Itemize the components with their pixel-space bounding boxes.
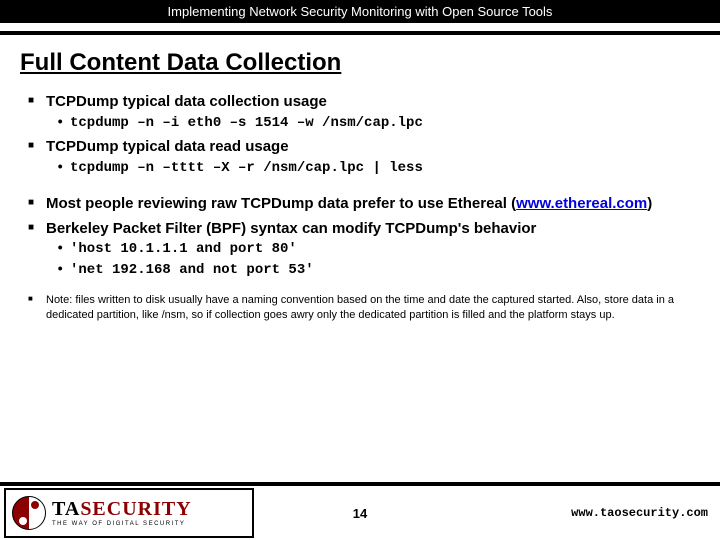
yin-yang-icon <box>12 496 46 530</box>
code-tcpdump-write: tcpdump –n –i eth0 –s 1514 –w /nsm/cap.l… <box>28 114 692 132</box>
code-bpf-host: 'host 10.1.1.1 and port 80' <box>28 240 692 258</box>
logo-security: SECURITY <box>80 498 191 520</box>
logo-ta: TA <box>52 498 80 520</box>
footer-url: www.taosecurity.com <box>571 506 708 520</box>
logo-tagline: THE WAY OF DIGITAL SECURITY <box>52 521 192 527</box>
slide-title: Full Content Data Collection <box>0 35 720 87</box>
bullet-read-usage: TCPDump typical data read usage <box>28 138 692 157</box>
content-area: TCPDump typical data collection usage tc… <box>0 93 720 322</box>
bullet-collection-usage: TCPDump typical data collection usage <box>28 93 692 112</box>
bullet-ethereal-post: ) <box>647 195 652 212</box>
footer: TASECURITY THE WAY OF DIGITAL SECURITY 1… <box>0 482 720 540</box>
code-bpf-net: 'net 192.168 and not port 53' <box>28 261 692 279</box>
bullet-ethereal: Most people reviewing raw TCPDump data p… <box>28 195 692 214</box>
note-text: Note: files written to disk usually have… <box>28 293 692 323</box>
header-bar: Implementing Network Security Monitoring… <box>0 0 720 23</box>
ethereal-link[interactable]: www.ethereal.com <box>516 195 647 212</box>
code-tcpdump-read: tcpdump –n –tttt –X –r /nsm/cap.lpc | le… <box>28 159 692 177</box>
page-number: 14 <box>353 506 367 521</box>
logo: TASECURITY THE WAY OF DIGITAL SECURITY <box>4 488 254 538</box>
bullet-bpf: Berkeley Packet Filter (BPF) syntax can … <box>28 220 692 239</box>
logo-text: TASECURITY THE WAY OF DIGITAL SECURITY <box>52 499 192 527</box>
bullet-ethereal-pre: Most people reviewing raw TCPDump data p… <box>46 195 516 212</box>
